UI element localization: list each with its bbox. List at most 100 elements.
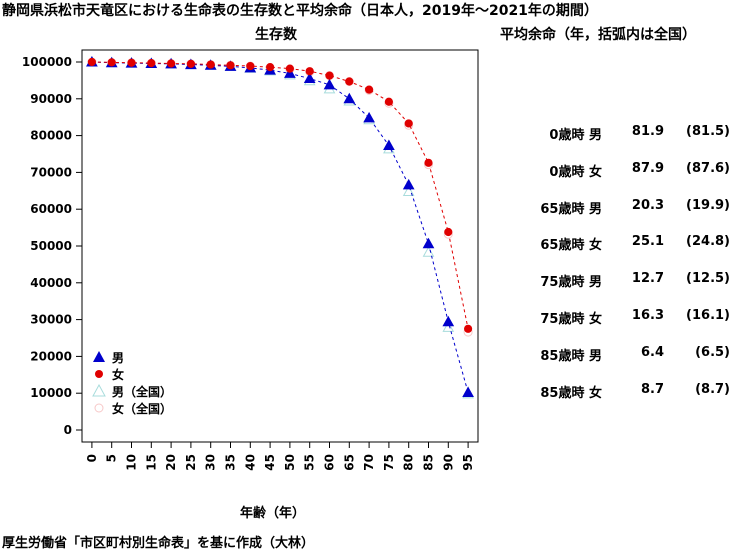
x-tick-label: 85 bbox=[422, 454, 436, 471]
row-label: 0歳時 男 bbox=[549, 128, 602, 143]
data-point-circle bbox=[167, 59, 176, 68]
life-expectancy-table: 0歳時 男 81.9 (81.5) 0歳時 女 87.9 (87.6) 65歳時… bbox=[500, 118, 740, 412]
data-point-triangle bbox=[363, 111, 375, 123]
y-axis-label: 生存数 bbox=[255, 27, 297, 43]
data-point-triangle bbox=[303, 72, 316, 84]
data-point-circle bbox=[325, 71, 334, 80]
legend-marker-female-national-icon bbox=[94, 403, 104, 413]
x-tick-label: 80 bbox=[402, 454, 416, 471]
x-tick-label: 25 bbox=[184, 454, 198, 471]
row-value: 87.9 bbox=[631, 160, 664, 176]
source-note: 厚生労働省「市区町村別生命表」を基に作成（大林） bbox=[2, 536, 315, 551]
data-point-circle bbox=[107, 58, 116, 67]
data-point-circle bbox=[345, 77, 354, 86]
legend-label-female-national: 女（全国） bbox=[112, 402, 173, 416]
row-label: 75歳時 女 bbox=[540, 311, 602, 327]
row-value: 81.9 bbox=[631, 124, 664, 139]
data-point-circle bbox=[384, 97, 393, 106]
x-tick-label: 0 bbox=[85, 454, 99, 462]
x-tick-label: 15 bbox=[144, 454, 158, 471]
legend-marker-female-icon bbox=[95, 370, 103, 378]
x-tick-label: 50 bbox=[283, 454, 297, 471]
y-tick-label: 40000 bbox=[30, 276, 72, 290]
row-value: 16.3 bbox=[631, 307, 664, 323]
data-point-circle bbox=[285, 64, 294, 73]
x-tick-label: 75 bbox=[382, 454, 396, 471]
x-tick-label: 90 bbox=[441, 454, 455, 471]
x-tick-label: 60 bbox=[323, 454, 337, 471]
row-value: 6.4 bbox=[640, 344, 664, 360]
life-expectancy-row: 85歳時 男 6.4 (6.5) bbox=[500, 339, 740, 376]
data-point-triangle bbox=[343, 92, 356, 104]
life-expectancy-row: 85歳時 女 8.7 (8.7) bbox=[500, 376, 740, 413]
data-point-triangle-open bbox=[442, 321, 455, 332]
y-tick-label: 20000 bbox=[30, 349, 72, 363]
life-expectancy-row: 65歳時 女 25.1 (24.8) bbox=[500, 228, 740, 265]
row-national-value: (81.5) bbox=[686, 124, 730, 139]
row-national-value: (8.7) bbox=[695, 381, 730, 397]
data-point-circle bbox=[464, 324, 473, 333]
data-point-triangle bbox=[402, 178, 415, 190]
legend-item-female-national: 女（全国） bbox=[86, 399, 196, 416]
data-point-circle bbox=[365, 85, 374, 94]
data-point-triangle bbox=[323, 78, 336, 90]
row-label: 0歳時 女 bbox=[549, 164, 602, 180]
x-tick-label: 20 bbox=[164, 454, 178, 471]
row-national-value: (6.5) bbox=[695, 344, 730, 360]
legend-label-female: 女 bbox=[112, 368, 125, 382]
legend-item-male-national: 男（全国） bbox=[86, 382, 196, 399]
x-axis-label: 年齢（年） bbox=[240, 506, 306, 521]
data-point-circle bbox=[266, 63, 275, 72]
chart-legend: 男 女 男（全国） 女（全国） bbox=[86, 348, 196, 416]
legend-label-male-national: 男（全国） bbox=[112, 385, 173, 399]
data-point-circle bbox=[246, 61, 255, 71]
y-tick-label: 80000 bbox=[30, 129, 72, 143]
y-tick-label: 100000 bbox=[22, 55, 72, 69]
data-point-triangle bbox=[462, 386, 474, 397]
life-expectancy-row: 0歳時 男 81.9 (81.5) bbox=[500, 118, 740, 155]
data-point-circle bbox=[186, 59, 195, 68]
data-point-triangle-open bbox=[402, 185, 415, 197]
y-tick-label: 30000 bbox=[30, 313, 72, 327]
y-tick-label: 0 bbox=[64, 423, 72, 437]
legend-label-male: 男 bbox=[112, 351, 125, 365]
chart-title: 静岡県浜松市天竜区における生命表の生存数と平均余命（日本人，2019年～2021… bbox=[2, 3, 598, 19]
data-point-circle bbox=[147, 59, 156, 68]
row-label: 65歳時 女 bbox=[540, 238, 602, 254]
data-point-circle bbox=[404, 119, 413, 128]
x-tick-label: 30 bbox=[204, 454, 218, 471]
row-national-value: (12.5) bbox=[686, 271, 730, 287]
data-point-circle bbox=[226, 61, 235, 70]
x-tick-label: 70 bbox=[362, 454, 376, 471]
row-value: 25.1 bbox=[631, 234, 664, 250]
life-expectancy-row: 75歳時 女 16.3 (16.1) bbox=[500, 302, 740, 339]
y-tick-label: 50000 bbox=[30, 239, 72, 253]
x-tick-label: 55 bbox=[303, 454, 317, 471]
row-national-value: (16.1) bbox=[686, 307, 730, 323]
data-point-circle bbox=[424, 158, 433, 167]
x-tick-label: 10 bbox=[125, 454, 139, 471]
x-tick-label: 40 bbox=[243, 454, 257, 471]
y-tick-label: 60000 bbox=[30, 202, 72, 216]
data-point-triangle bbox=[442, 315, 455, 327]
x-tick-label: 65 bbox=[342, 454, 356, 471]
data-point-circle bbox=[444, 227, 453, 237]
y-tick-label: 10000 bbox=[30, 386, 72, 400]
row-national-value: (19.9) bbox=[686, 197, 730, 213]
row-value: 12.7 bbox=[631, 271, 664, 287]
life-expectancy-row: 75歳時 男 12.7 (12.5) bbox=[500, 265, 740, 302]
data-point-circle bbox=[305, 67, 314, 76]
row-national-value: (87.6) bbox=[686, 160, 730, 176]
row-national-value: (24.8) bbox=[686, 234, 730, 250]
x-tick-label: 35 bbox=[224, 454, 238, 471]
row-label: 75歳時 男 bbox=[540, 275, 602, 291]
y-tick-label: 70000 bbox=[30, 165, 72, 179]
data-point-circle bbox=[127, 58, 136, 67]
data-point-triangle-open bbox=[422, 246, 435, 257]
life-expectancy-row: 65歳時 男 20.3 (19.9) bbox=[500, 192, 740, 229]
data-point-circle bbox=[87, 57, 97, 67]
data-point-circle bbox=[206, 60, 215, 69]
series-line bbox=[91, 61, 469, 393]
life-expectancy-row: 0歳時 女 87.9 (87.6) bbox=[500, 155, 740, 192]
